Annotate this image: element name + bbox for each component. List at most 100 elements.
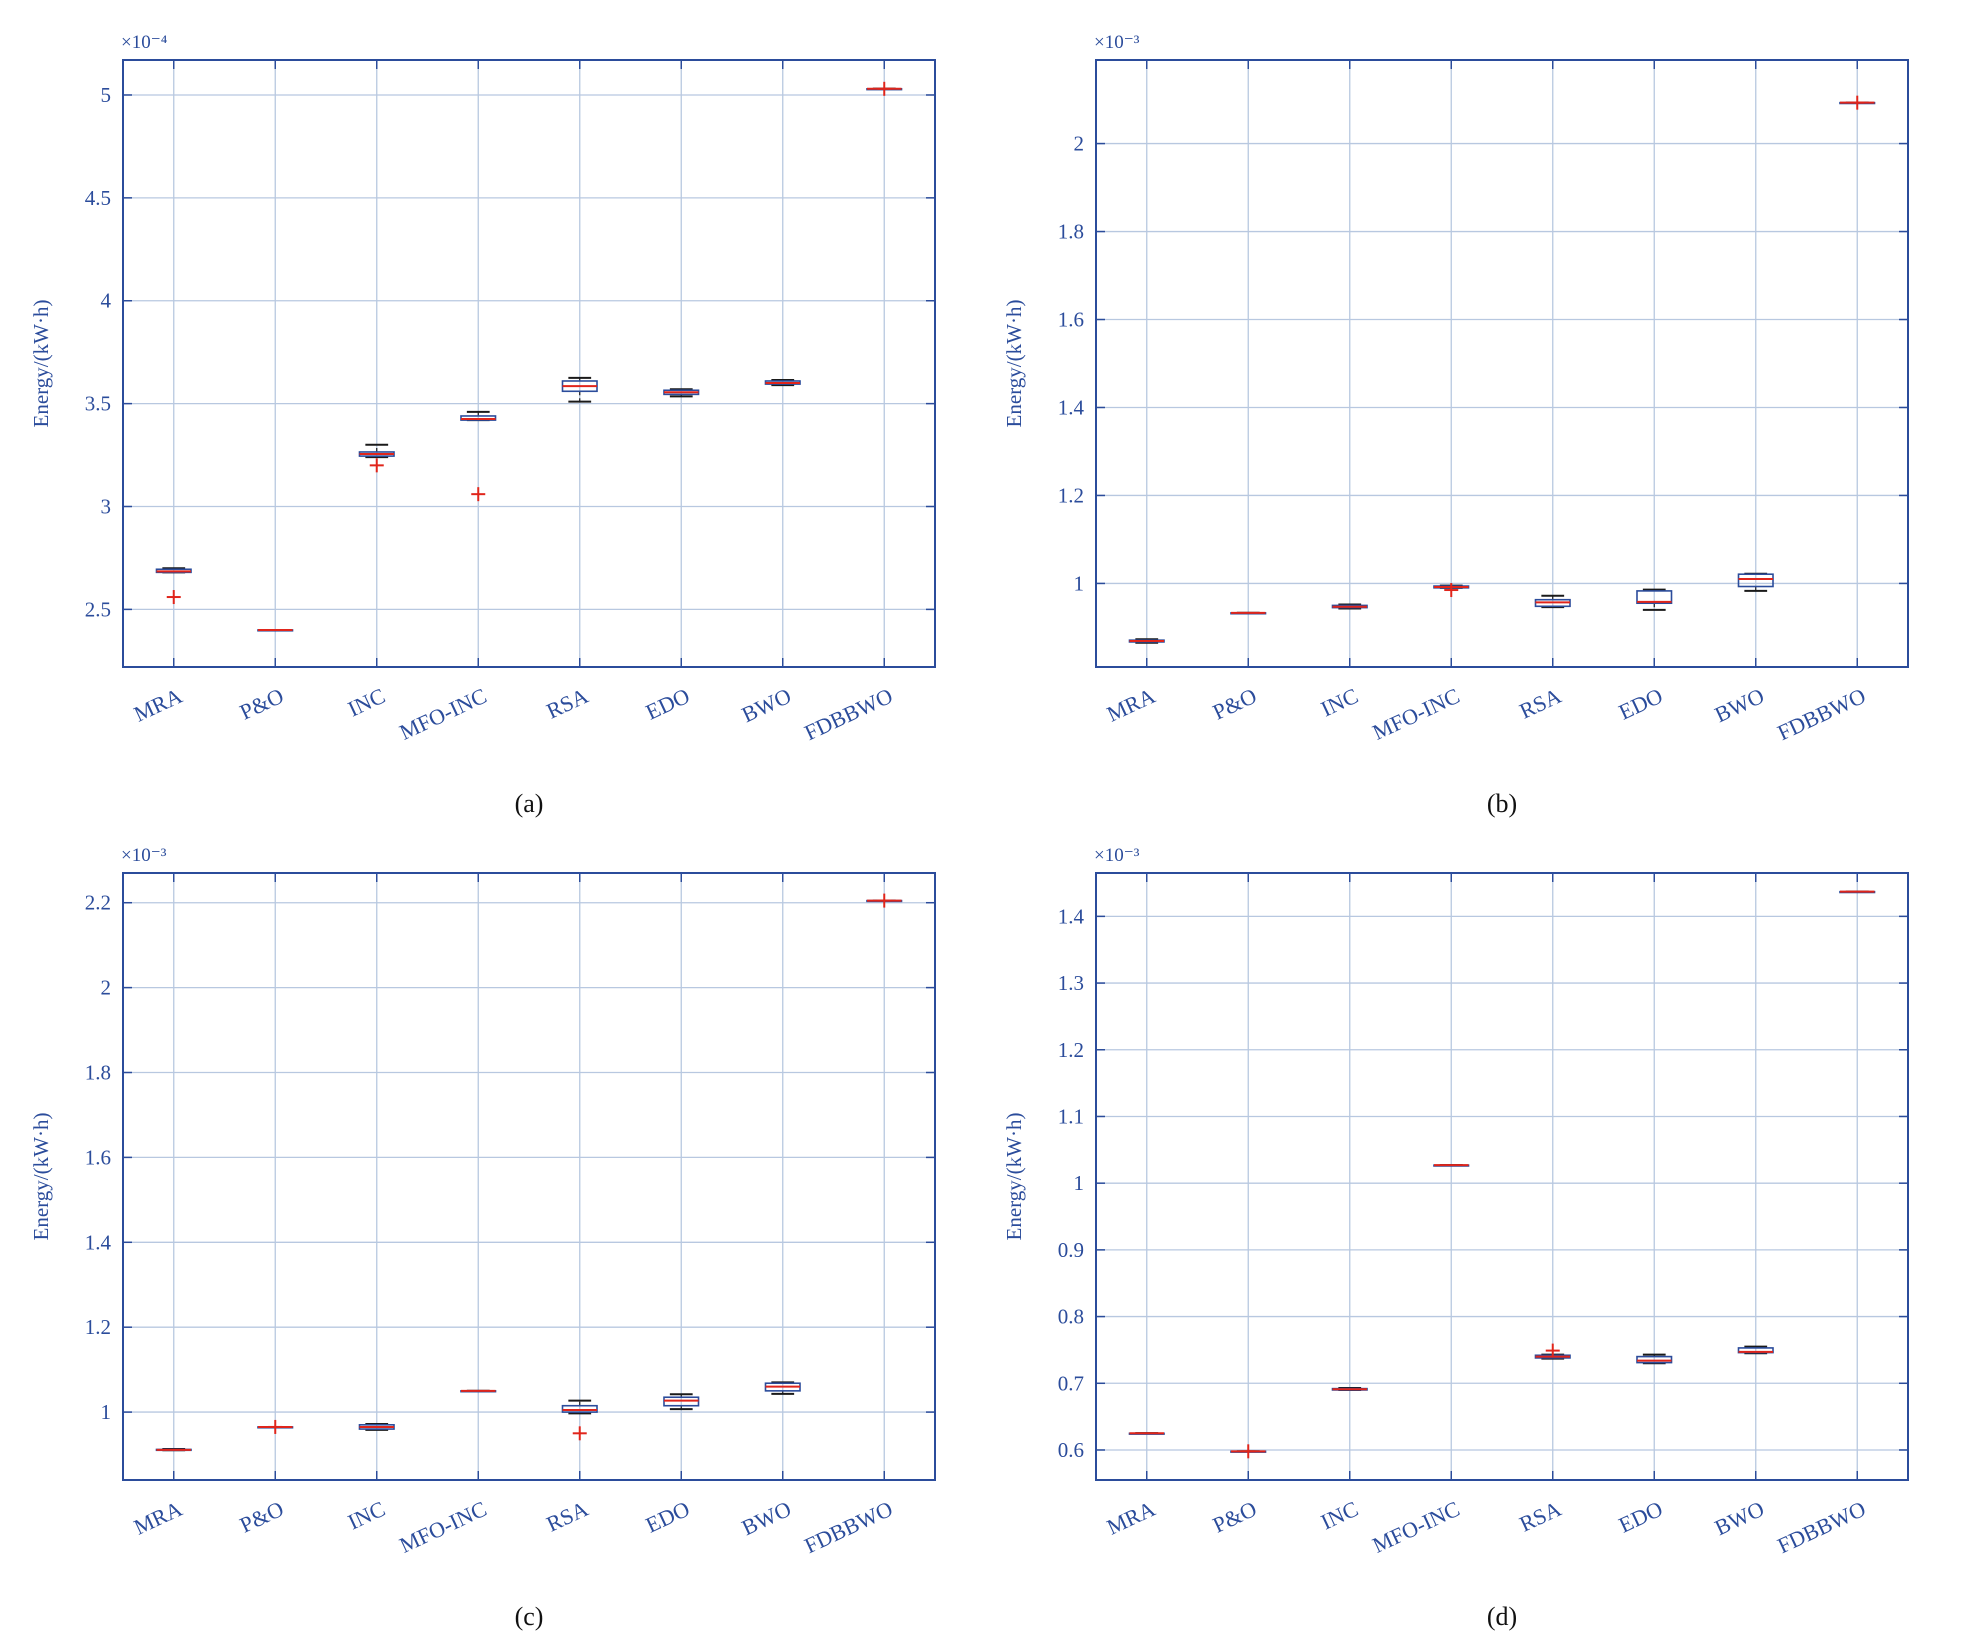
box-mfo-inc <box>1433 583 1470 598</box>
y-tick-label: 1 <box>1074 1171 1085 1195</box>
axes-frame <box>1095 59 1909 668</box>
box-mra <box>1128 638 1165 644</box>
x-tick-label: FDBBWO <box>800 683 896 745</box>
box-rsa <box>561 376 598 403</box>
box-p-o <box>1230 611 1267 615</box>
x-tick-label: INC <box>344 683 389 722</box>
box-mfo-inc <box>460 410 497 502</box>
box-mfo-inc <box>460 1389 497 1393</box>
y-tick-label: 1.4 <box>1058 904 1085 928</box>
y-tick-label: 1.8 <box>1058 220 1084 244</box>
box-edo <box>1636 588 1673 611</box>
x-tick-label: RSA <box>543 683 592 724</box>
x-tick-label: P&O <box>236 1496 288 1538</box>
box-p-o <box>257 1419 294 1434</box>
x-tick-label: MFO-INC <box>396 683 491 745</box>
y-tick-label: 0.8 <box>1058 1305 1084 1329</box>
x-tick-label: EDO <box>642 683 694 725</box>
box-inc <box>358 443 395 473</box>
exponent-label: ×10⁻⁴ <box>121 32 168 53</box>
iqr-box <box>1737 573 1774 588</box>
y-tick-label: 2 <box>1074 132 1085 156</box>
y-tick-label: 2.2 <box>85 891 111 915</box>
y-tick-label: 5 <box>101 83 112 107</box>
y-tick-label: 1.6 <box>85 1145 111 1169</box>
box-bwo <box>764 1381 801 1395</box>
exponent-label: ×10⁻³ <box>1094 845 1140 866</box>
x-tick-label: BWO <box>738 1496 795 1540</box>
box-rsa <box>561 1399 598 1441</box>
y-tick-label: 3.5 <box>85 392 111 416</box>
box-mra <box>155 1448 192 1452</box>
x-tick-label: MFO-INC <box>396 1496 491 1558</box>
x-tick-label: BWO <box>1711 1496 1768 1540</box>
box-fdbbwo <box>1839 95 1876 110</box>
outlier-marker <box>166 590 181 605</box>
x-tick-label: INC <box>1317 1496 1362 1535</box>
x-tick-label: MRA <box>130 683 186 727</box>
outlier-marker <box>1850 95 1865 110</box>
x-tick-label: INC <box>1317 683 1362 722</box>
y-tick-label: 3 <box>101 495 112 519</box>
x-tick-label: INC <box>344 1496 389 1535</box>
y-tick-label: 1.2 <box>1058 483 1084 507</box>
y-axis-label: Energy/(kW·h) <box>29 300 53 428</box>
y-tick-label: 4.5 <box>85 186 111 210</box>
box-mra <box>1128 1432 1165 1435</box>
x-tick-label: MRA <box>1103 1496 1159 1540</box>
box-rsa <box>1534 1343 1571 1360</box>
y-tick-label: 1 <box>1074 571 1085 595</box>
outlier-marker <box>572 1426 587 1441</box>
axes-frame <box>1095 872 1909 1481</box>
iqr-box <box>460 415 497 421</box>
x-tick-label: P&O <box>1209 1496 1261 1538</box>
box-inc <box>1331 603 1368 610</box>
y-tick-label: 1 <box>101 1400 112 1424</box>
x-tick-label: P&O <box>236 683 288 725</box>
box-edo <box>663 388 700 398</box>
x-tick-label: RSA <box>1516 1496 1565 1537</box>
outlier-marker <box>471 487 486 502</box>
box-inc <box>358 1422 395 1431</box>
box-bwo <box>1737 572 1774 592</box>
x-tick-label: FDBBWO <box>1773 683 1869 745</box>
box-rsa <box>1534 594 1571 609</box>
axes-frame <box>122 59 936 668</box>
box-fdbbwo <box>866 81 903 96</box>
box-p-o <box>1230 1444 1267 1459</box>
x-tick-label: EDO <box>1615 1496 1667 1538</box>
box-mra <box>155 567 192 605</box>
y-tick-label: 1.3 <box>1058 971 1084 995</box>
box-fdbbwo <box>1839 890 1876 894</box>
y-tick-label: 0.7 <box>1058 1371 1084 1395</box>
x-tick-label: MFO-INC <box>1369 683 1464 745</box>
x-tick-label: BWO <box>738 683 795 727</box>
x-tick-label: MRA <box>130 1496 186 1540</box>
x-tick-label: RSA <box>1516 683 1565 724</box>
x-tick-label: FDBBWO <box>1773 1496 1869 1558</box>
outlier-marker <box>369 458 384 473</box>
y-tick-label: 1.4 <box>1058 395 1085 419</box>
x-tick-label: MFO-INC <box>1369 1496 1464 1558</box>
x-tick-label: FDBBWO <box>800 1496 896 1558</box>
box-fdbbwo <box>866 893 903 908</box>
box-inc <box>1331 1386 1368 1391</box>
box-edo <box>1636 1353 1673 1365</box>
y-tick-label: 0.9 <box>1058 1238 1084 1262</box>
plot-area <box>1096 60 1908 667</box>
axes-frame <box>122 872 936 1481</box>
exponent-label: ×10⁻³ <box>1094 32 1140 53</box>
chart-panel-1: 2.5 3 3.5 4 4.5 5 MRA P&O INC MFO-INC RSA EDO BWO FDB… <box>29 32 936 818</box>
y-tick-label: 4 <box>101 289 112 313</box>
y-axis-label: Energy/(kW·h) <box>29 1113 53 1241</box>
outlier-marker <box>1545 1343 1560 1358</box>
plot-area <box>123 873 935 1480</box>
x-tick-label: BWO <box>1711 683 1768 727</box>
y-tick-label: 2.5 <box>85 597 111 621</box>
chart-panel-4: 0.6 0.7 0.8 0.9 1 1.1 1.2 1.3 1.4 MRA P&O INC MFO-IN… <box>1002 845 1909 1631</box>
outlier-marker <box>1241 1444 1256 1459</box>
iqr-box <box>561 1404 598 1413</box>
y-tick-label: 0.6 <box>1058 1438 1084 1462</box>
box-bwo <box>1737 1345 1774 1355</box>
y-axis-label: Energy/(kW·h) <box>1002 300 1026 428</box>
